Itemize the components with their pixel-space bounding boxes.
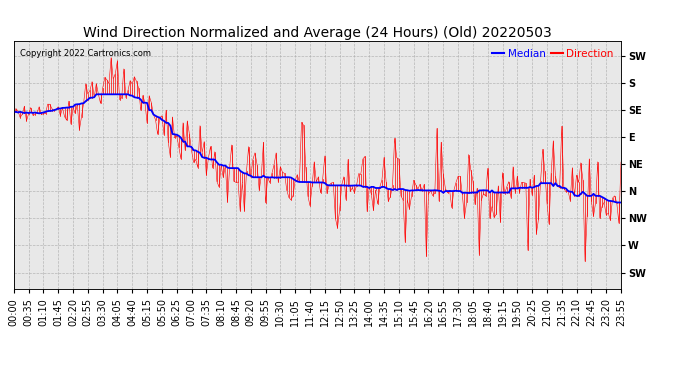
Text: Copyright 2022 Cartronics.com: Copyright 2022 Cartronics.com xyxy=(20,49,151,58)
Legend: Median, Direction: Median, Direction xyxy=(490,46,615,61)
Title: Wind Direction Normalized and Average (24 Hours) (Old) 20220503: Wind Direction Normalized and Average (2… xyxy=(83,26,552,40)
